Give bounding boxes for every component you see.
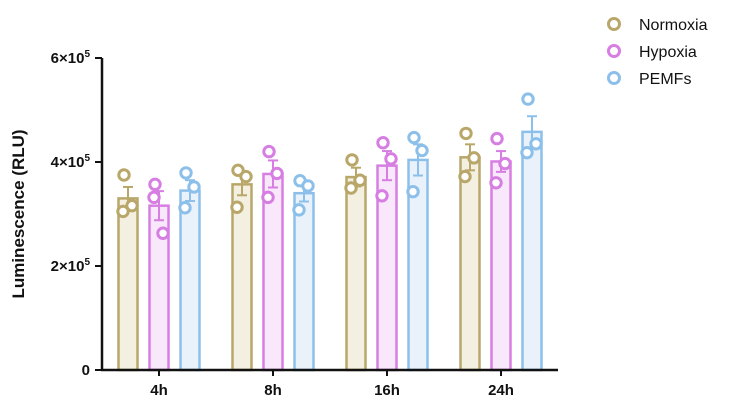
data-point-hypoxia-4h (156, 226, 170, 240)
axes-layer: 4h 8h 16h 24h 0 2×105 4×105 6×105 (51, 49, 558, 399)
data-point-hypoxia-4h (147, 190, 161, 205)
x-tick-label-16h: 16h (374, 382, 400, 399)
bar-pemfs-8h (293, 191, 315, 372)
data-point-pemfs-24h (529, 137, 543, 151)
data-point-normoxia-4h (117, 168, 131, 182)
y-tick-exponent: 5 (84, 49, 90, 60)
bar-normoxia-24h (459, 156, 481, 372)
y-tick-label-200000: 2×105 (51, 257, 91, 275)
data-point-pemfs-4h (187, 180, 201, 194)
bar-normoxia-4h (117, 197, 139, 372)
data-point-pemfs-24h (521, 92, 535, 106)
bar-pemfs-4h (179, 189, 201, 372)
y-tick-label-400000: 4×105 (51, 153, 91, 171)
data-point-normoxia-24h (467, 151, 481, 165)
data-point-normoxia-4h (116, 204, 130, 219)
legend-label-pemfs: PEMFs (639, 71, 691, 88)
y-tick-label-0: 0 (82, 362, 90, 379)
bar-hypoxia-24h (490, 160, 512, 372)
data-point-pemfs-8h (292, 203, 306, 217)
legend-label-normoxia: Normoxia (639, 17, 708, 34)
data-point-normoxia-16h (345, 153, 359, 167)
y-tick-exponent: 5 (84, 153, 90, 164)
legend: Normoxia Hypoxia PEMFs (607, 17, 708, 88)
data-point-pemfs-16h (406, 184, 420, 199)
legend-marker-pemfs (607, 71, 621, 85)
data-point-hypoxia-8h (270, 166, 284, 181)
data-point-hypoxia-16h (376, 136, 390, 150)
data-point-normoxia-24h (459, 126, 473, 141)
data-point-normoxia-4h (125, 198, 139, 213)
data-point-normoxia-8h (239, 169, 253, 184)
bar-normoxia-16h (345, 175, 367, 372)
data-point-hypoxia-8h (262, 144, 276, 159)
x-tick-label-4h: 4h (150, 382, 168, 399)
legend-label-hypoxia: Hypoxia (639, 44, 697, 61)
data-point-pemfs-16h (415, 143, 429, 158)
data-point-pemfs-8h (301, 179, 315, 193)
data-point-hypoxia-16h (375, 189, 389, 203)
y-axis-title: Luminescence (RLU) (9, 129, 28, 298)
data-point-pemfs-24h (520, 145, 534, 160)
data-point-normoxia-16h (344, 181, 358, 195)
y-axis-title-group: Luminescence (RLU) (9, 129, 28, 298)
data-point-hypoxia-24h (490, 131, 504, 146)
data-point-pemfs-4h (178, 201, 192, 215)
y-tick-exponent: 5 (84, 257, 90, 268)
data-point-hypoxia-24h (498, 156, 512, 171)
data-point-normoxia-8h (230, 200, 244, 214)
bar-pemfs-24h (521, 130, 543, 372)
data-point-hypoxia-16h (384, 152, 398, 166)
y-tick-label-600000: 6×105 (51, 49, 91, 67)
data-point-pemfs-16h (407, 130, 421, 145)
data-point-normoxia-24h (458, 169, 472, 184)
data-point-hypoxia-24h (489, 176, 503, 190)
legend-marker-normoxia (607, 17, 621, 31)
legend-marker-hypoxia (607, 44, 621, 58)
data-point-pemfs-4h (179, 166, 193, 180)
data-point-hypoxia-8h (261, 190, 275, 205)
data-point-normoxia-16h (353, 173, 367, 187)
x-tick-label-24h: 24h (488, 382, 514, 399)
bars-layer (116, 92, 543, 372)
x-tick-label-8h: 8h (264, 382, 282, 399)
data-point-hypoxia-4h (148, 177, 162, 192)
